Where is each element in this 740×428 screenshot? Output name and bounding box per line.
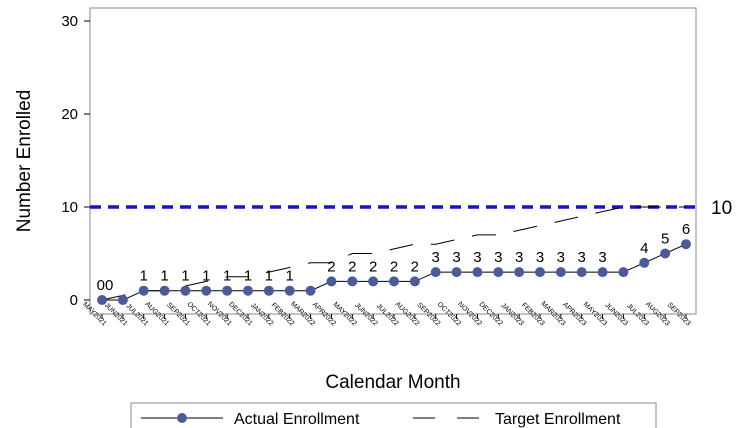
legend: Actual Enrollment Target Enrollment bbox=[130, 402, 657, 428]
x-tick-label: JUN2022 bbox=[353, 302, 379, 328]
reference-line-label: 10 bbox=[711, 198, 732, 219]
data-label: 6 bbox=[682, 221, 690, 238]
data-label: 00 bbox=[97, 277, 114, 294]
data-label: 3 bbox=[515, 249, 523, 266]
target-enrollment-series bbox=[101, 206, 686, 301]
actual-enrollment-marker bbox=[639, 257, 650, 268]
actual-enrollment-marker bbox=[284, 285, 295, 296]
data-label: 2 bbox=[369, 258, 377, 275]
actual-enrollment-marker bbox=[618, 267, 629, 278]
data-label: 5 bbox=[661, 231, 669, 248]
data-label: 2 bbox=[411, 258, 419, 275]
data-label: 3 bbox=[578, 249, 586, 266]
data-label: 1 bbox=[286, 268, 294, 285]
data-label: 1 bbox=[140, 268, 148, 285]
y-tick-label: 20 bbox=[61, 106, 78, 123]
target-enrollment-line bbox=[101, 206, 686, 301]
actual-enrollment-marker bbox=[305, 285, 316, 296]
actual-enrollment-marker bbox=[180, 285, 191, 296]
actual-enrollment-marker bbox=[576, 267, 587, 278]
data-label: 3 bbox=[557, 249, 565, 266]
data-label: 1 bbox=[160, 268, 168, 285]
actual-enrollment-marker bbox=[660, 248, 671, 259]
plot-frame bbox=[89, 7, 697, 315]
data-label: 3 bbox=[536, 249, 544, 266]
actual-enrollment-marker bbox=[159, 285, 170, 296]
actual-enrollment-marker bbox=[514, 267, 525, 278]
data-label: 2 bbox=[327, 258, 335, 275]
x-tick-label: JUN2023 bbox=[603, 302, 629, 328]
y-axis: 0 10 20 30 bbox=[61, 13, 90, 309]
actual-enrollment-marker bbox=[430, 267, 441, 278]
legend-target-label: Target Enrollment bbox=[495, 411, 621, 428]
data-label: 1 bbox=[181, 268, 189, 285]
data-label: 4 bbox=[640, 240, 648, 257]
data-label: 2 bbox=[348, 258, 356, 275]
data-label: 1 bbox=[202, 268, 210, 285]
actual-enrollment-marker bbox=[535, 267, 545, 278]
actual-enrollment-marker bbox=[389, 276, 399, 287]
x-axis-title: Calendar Month bbox=[325, 372, 460, 393]
target-reference-line: 10 bbox=[90, 198, 732, 219]
actual-enrollment-marker bbox=[117, 295, 128, 305]
y-axis-title: Number Enrolled bbox=[14, 90, 35, 233]
actual-enrollment-marker bbox=[138, 285, 149, 296]
data-label: 2 bbox=[390, 258, 398, 275]
data-label: 3 bbox=[452, 249, 460, 266]
actual-enrollment-marker bbox=[597, 267, 608, 278]
legend-actual-label: Actual Enrollment bbox=[234, 411, 360, 428]
actual-enrollment-marker bbox=[201, 285, 212, 296]
legend-frame bbox=[130, 402, 657, 428]
actual-enrollment-marker bbox=[243, 285, 253, 296]
actual-enrollment-marker bbox=[472, 267, 483, 278]
data-label: 3 bbox=[494, 249, 502, 266]
y-tick-label: 30 bbox=[61, 13, 78, 30]
x-tick-label: JUN2021 bbox=[103, 302, 129, 328]
actual-enrollment-series bbox=[97, 239, 691, 305]
actual-enrollment-marker bbox=[347, 276, 358, 287]
data-label: 1 bbox=[265, 268, 273, 285]
actual-enrollment-marker bbox=[493, 267, 504, 278]
y-tick-label: 10 bbox=[61, 199, 78, 216]
data-label: 1 bbox=[223, 268, 231, 285]
actual-enrollment-marker bbox=[222, 285, 233, 296]
actual-enrollment-marker bbox=[263, 285, 274, 296]
x-axis: MAY2021JUN2021JUL2021AUG2021SEP2021OCT20… bbox=[81, 300, 691, 327]
data-label: 3 bbox=[598, 249, 606, 266]
actual-enrollment-marker bbox=[451, 267, 462, 278]
data-label: 1 bbox=[244, 268, 252, 285]
legend-actual-marker bbox=[177, 413, 187, 423]
data-label: 3 bbox=[473, 249, 481, 266]
actual-enrollment-marker bbox=[681, 239, 691, 250]
y-tick-label: 0 bbox=[70, 292, 78, 309]
data-label: 3 bbox=[432, 249, 440, 266]
actual-enrollment-marker bbox=[326, 276, 337, 287]
actual-enrollment-marker bbox=[368, 276, 379, 287]
actual-enrollment-marker bbox=[97, 295, 107, 305]
actual-enrollment-marker bbox=[555, 267, 566, 278]
actual-enrollment-marker bbox=[409, 276, 420, 287]
